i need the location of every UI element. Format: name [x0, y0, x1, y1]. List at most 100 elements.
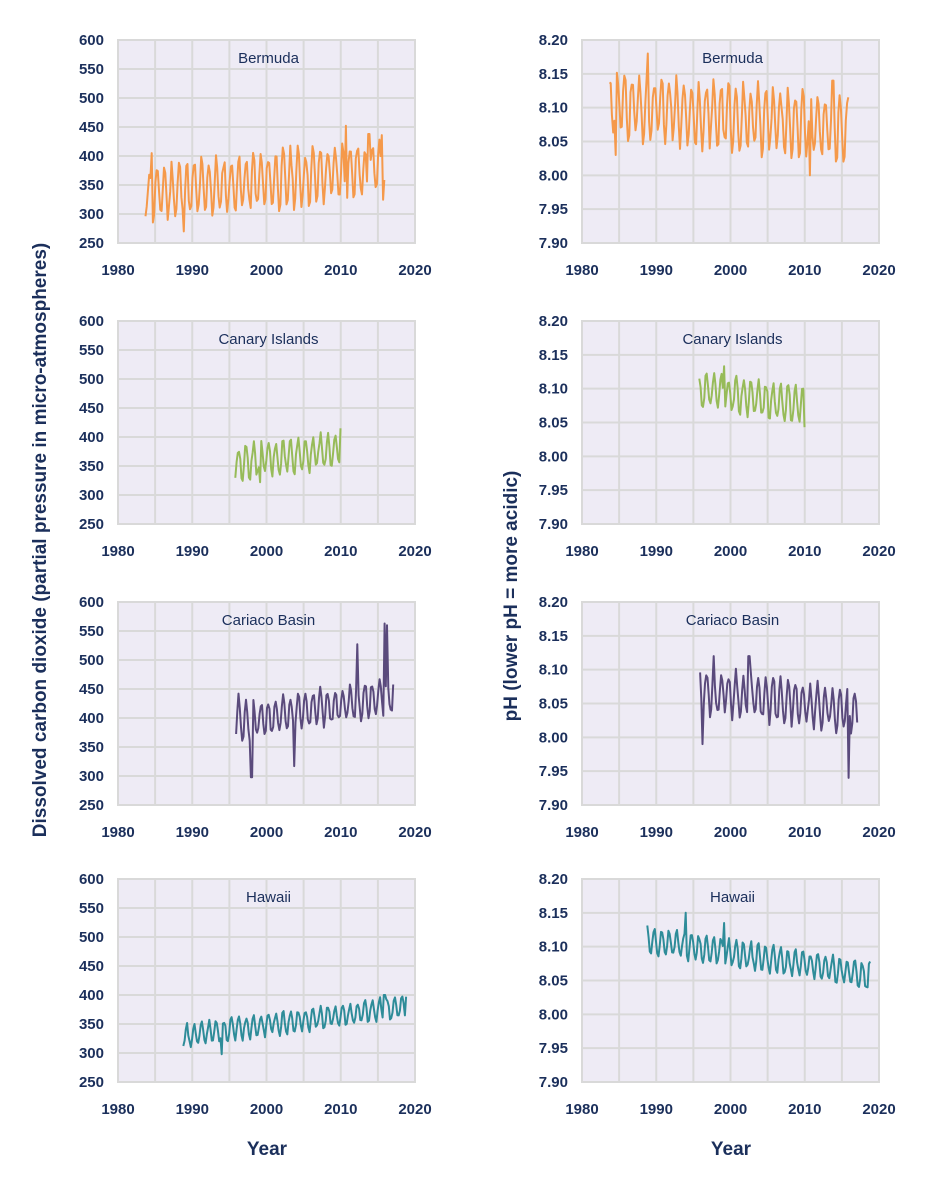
y-tick-label: 8.15: [539, 628, 568, 645]
y-tick-label: 350: [79, 1016, 104, 1033]
chart-co2-bermuda: 600 550 500 450 400 350 300 250 1980 1990 2000 2010…: [79, 32, 432, 279]
y-tick-label: 8.05: [539, 973, 568, 990]
y-tick-label: 350: [79, 739, 104, 756]
series-line-co2-hawaii: [182, 994, 408, 1056]
panel-title: Cariaco Basin: [686, 612, 779, 629]
x-tick-label: 2010: [324, 824, 357, 841]
x-tick-label: 2000: [250, 1101, 283, 1118]
y-tick-label: 8.10: [539, 100, 568, 117]
y-tick-label: 500: [79, 90, 104, 107]
right-x-axis-title: Year: [711, 1139, 752, 1160]
chart-co2-hawaii: 600 550 500 450 400 350 300 250 1980 1990 2000 2010…: [79, 871, 432, 1118]
x-tick-label: 2020: [862, 543, 895, 560]
left-x-axis-title: Year: [247, 1139, 288, 1160]
x-tick-label: 2000: [250, 262, 283, 279]
x-tick-label: 1980: [565, 824, 598, 841]
x-tick-label: 2000: [714, 262, 747, 279]
y-tick-label: 8.00: [539, 1006, 568, 1023]
y-tick-label: 400: [79, 429, 104, 446]
y-tick-label: 250: [79, 516, 104, 533]
x-tick-label: 2010: [788, 1101, 821, 1118]
y-tick-label: 8.05: [539, 415, 568, 432]
y-tick-label: 7.95: [539, 201, 568, 218]
y-tick-label: 550: [79, 623, 104, 640]
y-tick-label: 300: [79, 1045, 104, 1062]
y-tick-label: 8.20: [539, 871, 568, 888]
y-tick-label: 7.90: [539, 1074, 568, 1091]
series-line-co2-bermuda: [144, 124, 386, 233]
x-tick-label: 1990: [640, 1101, 673, 1118]
y-tick-label: 8.00: [539, 448, 568, 465]
series-line-ph-hawaii: [646, 911, 871, 989]
panel-title: Bermuda: [702, 50, 764, 67]
panel-title: Cariaco Basin: [222, 612, 315, 629]
y-tick-label: 250: [79, 235, 104, 252]
chart-ph-canary: 8.20 8.15 8.10 8.05 8.00 7.95 7.90 1980 1990 2000…: [539, 313, 896, 560]
series-line-co2-cariaco: [235, 622, 395, 779]
y-tick-label: 8.20: [539, 32, 568, 49]
y-tick-label: 8.05: [539, 134, 568, 151]
x-tick-label: 2000: [714, 1101, 747, 1118]
series-line-co2-canary: [234, 428, 342, 484]
y-tick-label: 8.20: [539, 313, 568, 330]
y-tick-label: 7.95: [539, 482, 568, 499]
x-tick-label: 1980: [101, 1101, 134, 1118]
y-tick-label: 350: [79, 458, 104, 475]
x-tick-label: 1980: [101, 824, 134, 841]
chart-co2-canary: 600 550 500 450 400 350 300 250 1980 1990 2000 2010…: [79, 313, 432, 560]
y-tick-label: 7.90: [539, 797, 568, 814]
y-tick-label: 250: [79, 1074, 104, 1091]
x-tick-label: 2020: [398, 1101, 431, 1118]
panel-title: Hawaii: [710, 889, 755, 906]
series-line-ph-bermuda: [608, 52, 850, 177]
panel-title: Canary Islands: [218, 331, 318, 348]
x-tick-label: 1990: [176, 824, 209, 841]
y-tick-label: 450: [79, 400, 104, 417]
x-tick-label: 2010: [788, 543, 821, 560]
series-line-ph-canary: [698, 365, 806, 428]
y-tick-label: 600: [79, 32, 104, 49]
y-tick-label: 8.00: [539, 729, 568, 746]
x-tick-label: 1990: [176, 543, 209, 560]
x-tick-label: 2000: [714, 543, 747, 560]
x-tick-label: 1990: [176, 1101, 209, 1118]
x-tick-label: 1980: [101, 543, 134, 560]
right-y-axis-title: pH (lower pH = more acidic): [501, 471, 522, 722]
x-tick-label: 2010: [324, 543, 357, 560]
y-tick-label: 450: [79, 958, 104, 975]
x-tick-label: 1990: [640, 543, 673, 560]
y-tick-label: 8.10: [539, 939, 568, 956]
panel-title: Canary Islands: [682, 331, 782, 348]
x-tick-label: 1990: [176, 262, 209, 279]
x-tick-label: 2010: [324, 262, 357, 279]
y-tick-label: 8.15: [539, 347, 568, 364]
series-line-ph-cariaco: [699, 655, 859, 779]
x-tick-label: 2000: [250, 824, 283, 841]
panel-title: Hawaii: [246, 889, 291, 906]
y-tick-label: 7.90: [539, 235, 568, 252]
x-tick-label: 1980: [565, 262, 598, 279]
y-tick-label: 8.15: [539, 66, 568, 83]
y-tick-label: 8.10: [539, 381, 568, 398]
y-tick-label: 500: [79, 929, 104, 946]
y-tick-label: 8.00: [539, 167, 568, 184]
y-tick-label: 8.05: [539, 696, 568, 713]
y-tick-label: 550: [79, 342, 104, 359]
y-tick-label: 250: [79, 797, 104, 814]
y-tick-label: 400: [79, 987, 104, 1004]
left-y-axis-title: Dissolved carbon dioxide (partial pressu…: [30, 243, 51, 837]
x-tick-label: 2020: [398, 262, 431, 279]
x-tick-label: 2020: [862, 1101, 895, 1118]
x-tick-label: 2010: [324, 1101, 357, 1118]
y-tick-label: 500: [79, 652, 104, 669]
x-tick-label: 1990: [640, 262, 673, 279]
y-tick-label: 550: [79, 900, 104, 917]
chart-co2-cariaco: 600 550 500 450 400 350 300 250 1980 1990 2000 2010…: [79, 594, 432, 841]
y-tick-label: 500: [79, 371, 104, 388]
y-tick-label: 7.90: [539, 516, 568, 533]
x-tick-label: 2020: [862, 824, 895, 841]
y-tick-label: 8.10: [539, 662, 568, 679]
y-tick-label: 300: [79, 487, 104, 504]
y-tick-label: 7.95: [539, 763, 568, 780]
